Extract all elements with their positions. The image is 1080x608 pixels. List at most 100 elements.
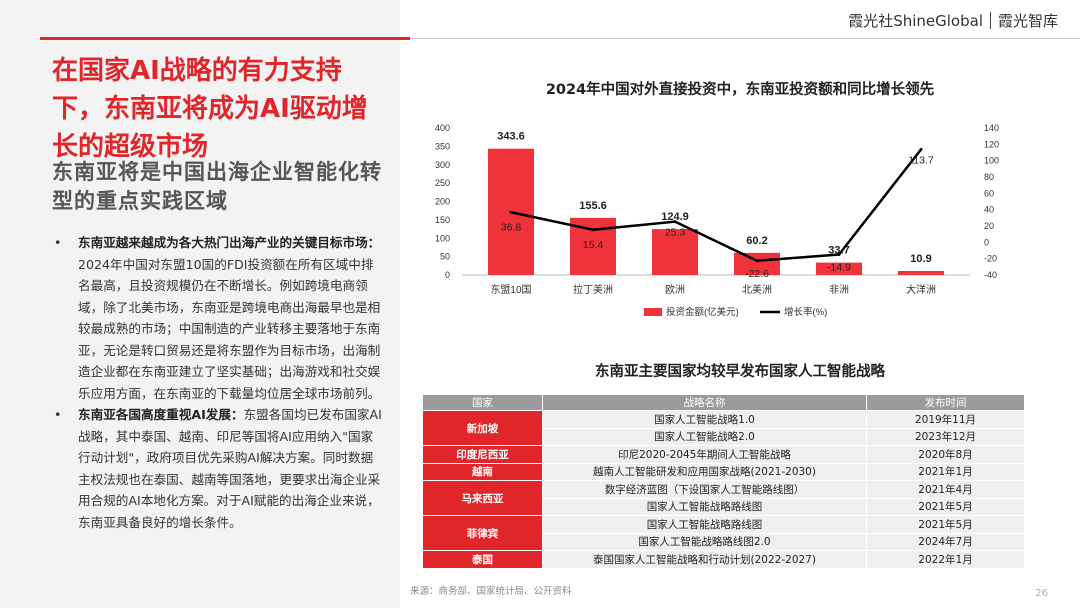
brand-name: 霞光社 [848,12,894,30]
bullet-title: 东南亚各国高度重视AI发展： [78,407,244,422]
y-tick-label: 250 [435,178,450,188]
growth-rate-label: 25.3 [665,227,686,239]
strategy-cell: 国家人工智能战略路线图2.0 [542,532,867,551]
date-cell: 2021年4月 [866,480,1025,499]
bar-value-label: 343.6 [497,131,525,143]
legend-line-label: 增长率(%) [784,306,827,318]
country-cell: 新加坡 [422,410,543,446]
date-cell: 2023年12月 [866,427,1025,446]
bar-value-label: 124.9 [661,211,689,223]
growth-rate-point [837,253,841,257]
y-tick-label: 0 [445,270,450,280]
column-header-strategy: 战略名称 [542,394,867,411]
date-cell: 2022年1月 [866,550,1025,569]
growth-rate-point [591,228,595,232]
legend-bar-label: 投资金额(亿美元) [666,306,739,318]
y-tick-label: 400 [435,123,450,133]
bullet-list: 东南亚越来越成为各大热门出海产业的关键目标市场： 2024年中国对东盟10国的FD… [40,232,385,533]
strategy-cell: 国家人工智能战略路线图 [542,497,867,516]
y-tick-label: 200 [435,197,450,207]
page-number: 26 [1035,588,1048,599]
x-tick-label: 非洲 [829,284,849,296]
strategy-cell: 国家人工智能战略路线图 [542,515,867,534]
country-cell: 马来西亚 [422,480,543,516]
accent-rule [40,37,410,40]
table-row: 马来西亚 数字经济蓝图（下设国家人工智能路线图） 2021年4月 [422,480,1025,516]
strategy-cell: 印尼2020-2045年期间人工智能战略 [542,445,867,464]
y-tick-label: 100 [435,233,450,243]
bar [898,270,944,275]
y2-tick-label: 0 [984,237,989,247]
x-tick-label: 欧洲 [665,284,685,296]
strategy-cell: 越南人工智能研发和应用国家战略(2021-2030) [542,462,867,481]
growth-rate-label: 36.8 [501,221,522,233]
brand-global: ShineGlobal [893,11,983,30]
bullet-item: 东南亚越来越成为各大热门出海产业的关键目标市场： 2024年中国对东盟10国的FD… [40,232,385,404]
y2-tick-label: 20 [984,221,994,231]
y2-tick-label: 120 [984,139,999,149]
chart-title: 2024年中国对外直接投资中，东南亚投资额和同比增长领先 [545,82,935,98]
table-row: 印度尼西亚 印尼2020-2045年期间人工智能战略 2020年8月 [422,445,1025,464]
bar-value-label: 155.6 [579,200,607,212]
y-tick-label: 50 [440,252,450,262]
bar [734,252,780,275]
brand-logo: 霞光社 ShineGlobal 霞光智库 [848,10,1058,31]
fdi-combo-chart: 0 50 100 150 200 250 300 350 400 -40 -20 0 20 40 60 80 1… [435,123,999,318]
bar-value-label: 33.7 [828,245,849,257]
x-tick-label: 北美洲 [742,283,772,296]
bullet-text: 2024年中国对东盟10国的FDI投资额在所有区域中排名最高，且投资规模仍在不断… [78,256,381,401]
column-header-country: 国家 [422,394,543,411]
column-header-date: 发布时间 [866,394,1025,411]
strategy-cell: 泰国国家人工智能战略和行动计划(2022-2027) [542,550,867,569]
country-cell: 菲律宾 [422,515,543,551]
table-title: 东南亚主要国家均较早发布国家人工智能战略 [595,364,885,380]
y-tick-label: 300 [435,160,450,170]
growth-rate-label: 15.4 [583,239,604,251]
growth-rate-point [673,220,677,224]
country-cell: 印度尼西亚 [422,445,543,464]
country-cell: 越南 [422,462,543,481]
page-subtitle: 东南亚将是中国出海企业智能化转型的重点实践区域 [52,160,382,213]
growth-rate-label: 113.7 [908,154,934,166]
growth-rate-point [919,147,923,151]
x-tick-label: 东盟10国 [490,283,531,296]
y2-tick-label: -20 [984,254,997,264]
growth-rate-point [509,210,513,214]
bullet-item: 东南亚各国高度重视AI发展：东盟各国均已发布国家AI战略，其中泰国、越南、印尼等… [40,404,385,533]
bullet-text: 东盟各国均已发布国家AI战略，其中泰国、越南、印尼等国将AI应用纳入"国家行动计… [78,407,382,530]
table-row: 菲律宾 国家人工智能战略路线图 2021年5月 [422,515,1025,551]
brand-separator [989,12,991,29]
bar-value-label: 60.2 [746,235,767,247]
bullet-title: 东南亚越来越成为各大热门出海产业的关键目标市场： [78,235,381,250]
legend-bar-swatch [644,308,662,316]
table-row: 越南 越南人工智能研发和应用国家战略(2021-2030) 2021年1月 [422,462,1025,481]
y2-tick-label: 60 [984,188,994,198]
y-tick-label: 150 [435,215,450,225]
date-cell: 2021年5月 [866,497,1025,516]
date-cell: 2021年1月 [866,462,1025,481]
y2-tick-label: 140 [984,123,999,133]
growth-rate-line [510,148,922,263]
strategy-cell: 国家人工智能战略1.0 [542,410,867,429]
growth-rate-point [755,259,759,263]
date-cell: 2024年7月 [866,532,1025,551]
table-row: 国家人工智能战略路线图2.0 2024年7月 [423,532,1025,551]
y2-tick-label: -40 [984,270,997,280]
bar [816,262,862,275]
date-cell: 2021年5月 [866,515,1025,534]
strategy-cell: 数字经济蓝图（下设国家人工智能路线图） [542,480,867,499]
growth-rate-label: -14.9 [827,262,851,274]
x-tick-label: 拉丁美洲 [573,283,613,296]
table-row: 泰国 泰国国家人工智能战略和行动计划(2022-2027) 2022年1月 [422,550,1025,569]
y2-tick-label: 100 [984,156,999,166]
bar [652,229,698,275]
source-note: 来源：商务部、国家统计局、公开资料 [410,586,572,597]
strategy-cell: 国家人工智能战略2.0 [542,427,867,446]
y-tick-label: 350 [435,141,450,151]
y2-tick-label: 40 [984,205,994,215]
bar-value-label: 10.9 [910,253,931,265]
country-cell: 泰国 [422,550,543,569]
table-row: 国家人工智能战略路线图 2021年5月 [423,497,1025,516]
divider-line [410,38,1080,39]
date-cell: 2020年8月 [866,445,1025,464]
